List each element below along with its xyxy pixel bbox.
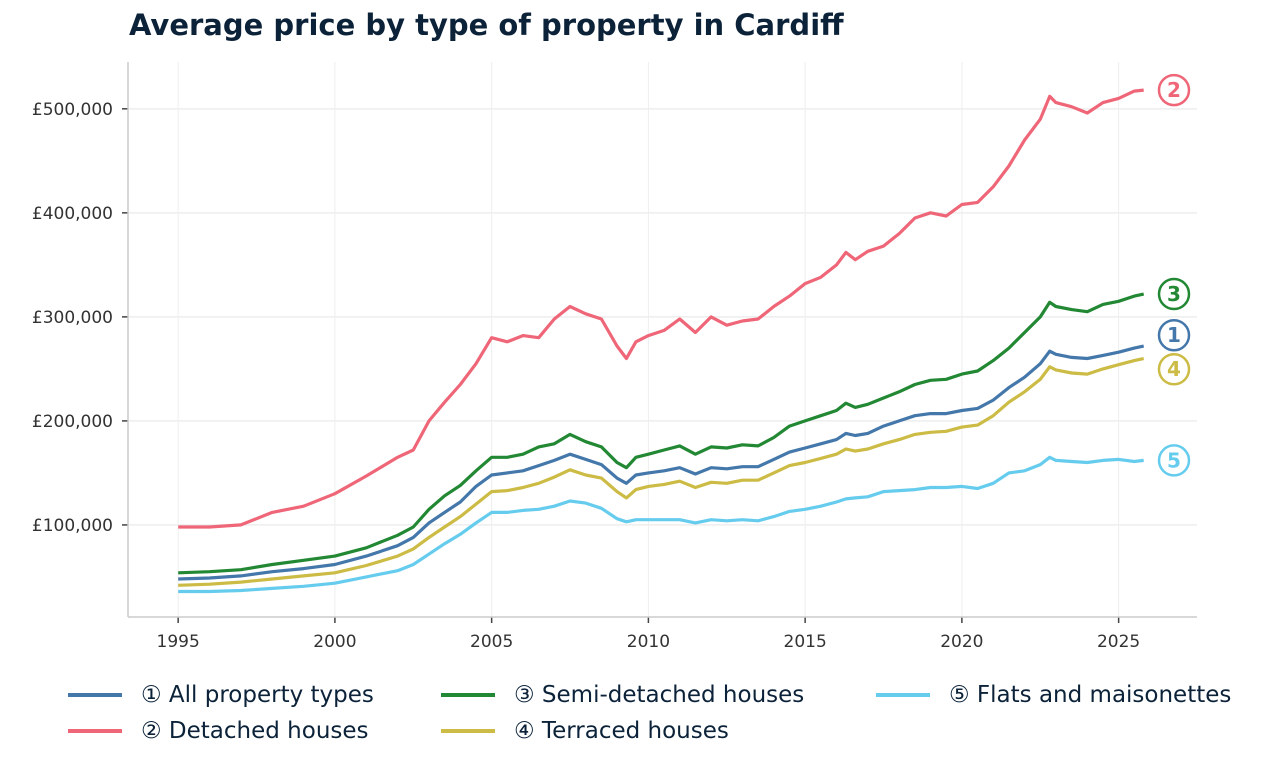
legend-swatch bbox=[68, 729, 122, 733]
y-tick-label: £300,000 bbox=[32, 308, 113, 328]
x-tick-label: 2005 bbox=[470, 632, 513, 652]
y-tick-label: £200,000 bbox=[32, 412, 113, 432]
end-marker-circle bbox=[1157, 318, 1191, 352]
end-marker-circle bbox=[1157, 352, 1191, 386]
chart-title: Average price by type of property in Car… bbox=[129, 8, 844, 42]
y-tick-label: £100,000 bbox=[32, 516, 113, 536]
y-tick-label: £500,000 bbox=[32, 100, 113, 120]
legend-label: ③ Semi-detached houses bbox=[514, 682, 805, 708]
end-marker-5: 5 bbox=[1157, 444, 1191, 477]
end-marker-1: 1 bbox=[1157, 318, 1191, 352]
end-marker-circle bbox=[1157, 444, 1191, 477]
x-tick-label: 2010 bbox=[627, 632, 670, 652]
legend-swatch bbox=[441, 693, 495, 697]
gridlines bbox=[128, 62, 1197, 617]
legend-item: ② Detached houses bbox=[68, 716, 369, 746]
end-marker-label: 2 bbox=[1167, 78, 1181, 102]
legend-item: ⑤ Flats and maisonettes bbox=[876, 680, 1231, 710]
legend-label: ⑤ Flats and maisonettes bbox=[949, 682, 1232, 708]
series-line-1 bbox=[178, 344, 1145, 581]
legend-item: ④ Terraced houses bbox=[441, 716, 729, 746]
y-tick-label: £400,000 bbox=[32, 204, 113, 224]
series-line-2 bbox=[178, 88, 1144, 529]
x-tick-label: 2015 bbox=[784, 632, 827, 652]
x-tick-label: 2000 bbox=[313, 632, 356, 652]
legend-swatch bbox=[441, 729, 495, 733]
end-marker-circle bbox=[1157, 73, 1191, 107]
legend-label: ① All property types bbox=[141, 682, 374, 708]
x-tick-label: 2020 bbox=[940, 632, 983, 652]
end-marker-2: 2 bbox=[1157, 73, 1191, 107]
series-line-4 bbox=[178, 356, 1145, 587]
legend-item: ③ Semi-detached houses bbox=[441, 680, 804, 710]
series-lines bbox=[178, 88, 1145, 594]
end-markers: 2 3 1 4 5 bbox=[1157, 73, 1191, 477]
x-tick-label: 2025 bbox=[1097, 632, 1140, 652]
end-marker-3: 3 bbox=[1157, 277, 1191, 311]
end-marker-label: 3 bbox=[1167, 282, 1181, 306]
end-marker-circle bbox=[1157, 277, 1191, 311]
series-line-3 bbox=[178, 292, 1145, 575]
legend-label: ② Detached houses bbox=[141, 718, 369, 744]
end-marker-label: 5 bbox=[1167, 448, 1181, 472]
axes: 1995 2000 2005 2010 2015 2020 2025 £100,000 £200… bbox=[32, 62, 1197, 652]
end-marker-label: 1 bbox=[1167, 323, 1181, 347]
legend-item: ① All property types bbox=[68, 680, 374, 710]
legend-label: ④ Terraced houses bbox=[514, 718, 729, 744]
legend-swatch bbox=[876, 693, 930, 697]
legend-swatch bbox=[68, 693, 122, 697]
x-tick-label: 1995 bbox=[157, 632, 200, 652]
end-marker-4: 4 bbox=[1157, 352, 1191, 386]
series-line-5 bbox=[178, 455, 1144, 594]
end-marker-label: 4 bbox=[1167, 357, 1181, 381]
